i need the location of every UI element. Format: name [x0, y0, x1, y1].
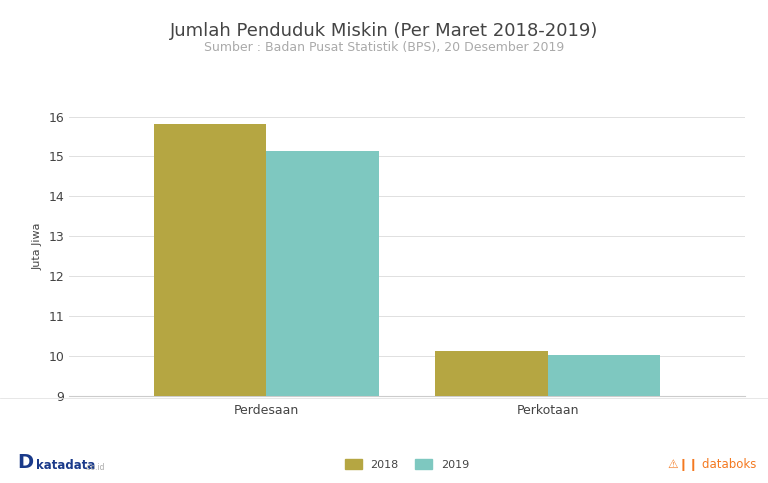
Text: .co.id: .co.id — [84, 463, 104, 472]
Y-axis label: Juta Jiwa: Juta Jiwa — [33, 223, 43, 270]
Text: D: D — [17, 454, 33, 472]
Bar — [266, 151, 379, 483]
Text: Sumber : Badan Pusat Statistik (BPS), 20 Desember 2019: Sumber : Badan Pusat Statistik (BPS), 20… — [204, 41, 564, 54]
Legend: 2018, 2019: 2018, 2019 — [340, 455, 474, 474]
Text: Jumlah Penduduk Miskin (Per Maret 2018-2019): Jumlah Penduduk Miskin (Per Maret 2018-2… — [170, 22, 598, 40]
Bar — [154, 124, 266, 483]
Text: katadata: katadata — [36, 459, 95, 472]
Bar — [435, 351, 548, 483]
Text: ⚠❙❙ databoks: ⚠❙❙ databoks — [668, 458, 756, 471]
Bar — [548, 355, 660, 483]
